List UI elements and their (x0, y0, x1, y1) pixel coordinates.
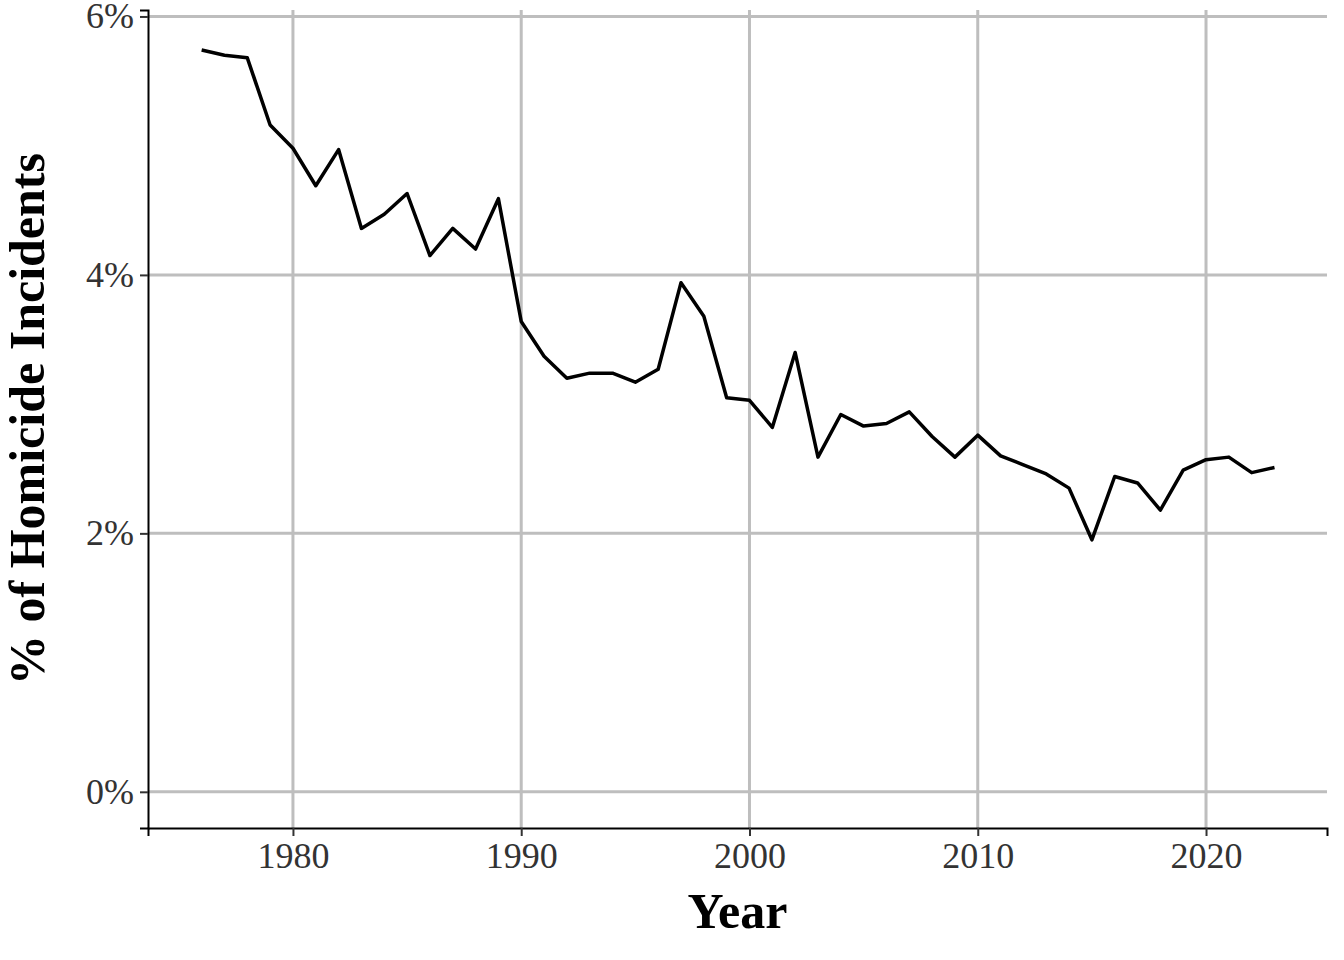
lines (202, 50, 1275, 540)
x-tick: 2020 (1171, 828, 1243, 876)
grid-line (148, 532, 1327, 535)
y-axis-title: % of Homicide Incidents (0, 153, 55, 685)
y-tick: 2% (86, 513, 148, 553)
grid-line (148, 790, 1327, 793)
x-tick: 1980 (257, 828, 329, 876)
x-tick: 1990 (486, 828, 558, 876)
grid-line (291, 10, 294, 828)
y-tick-label: 6% (86, 0, 134, 36)
y-tick: 4% (86, 255, 148, 295)
y-tick-mark (140, 533, 148, 535)
y-tick-label: 2% (86, 513, 134, 553)
grid-line (520, 10, 523, 828)
grid-line (976, 10, 979, 828)
x-tick: 2010 (942, 828, 1014, 876)
y-tick: 6% (86, 0, 148, 36)
x-tick: 2000 (714, 828, 786, 876)
grid-line (748, 10, 751, 828)
y-tick-mark (140, 791, 148, 793)
chart: 1980 1990 2000 2010 2020 0% 2% 4% 6% Year % of Hom… (0, 0, 1344, 960)
grid (148, 10, 1327, 828)
grid-line (1205, 10, 1208, 828)
x-tick-label: 2020 (1171, 836, 1243, 876)
y-tick-label: 4% (86, 255, 134, 295)
x-tick-label: 1980 (257, 836, 329, 876)
x-axis-title: Year (688, 883, 788, 939)
y-tick-label: 0% (86, 772, 134, 812)
y-axis: 0% 2% 4% 6% (86, 0, 149, 828)
x-tick-label: 1990 (486, 836, 558, 876)
x-tick-label: 2000 (714, 836, 786, 876)
grid-line (148, 15, 1327, 18)
x-axis: 1980 1990 2000 2010 2020 (149, 828, 1328, 876)
y-tick-mark (140, 274, 148, 276)
grid-line (148, 273, 1327, 276)
y-tick: 0% (86, 772, 148, 812)
y-axis-line (140, 11, 149, 829)
y-tick-mark (140, 16, 148, 18)
line (202, 50, 1275, 540)
x-tick-label: 2010 (942, 836, 1014, 876)
plot-area: 1980 1990 2000 2010 2020 0% 2% 4% 6% (86, 0, 1328, 876)
